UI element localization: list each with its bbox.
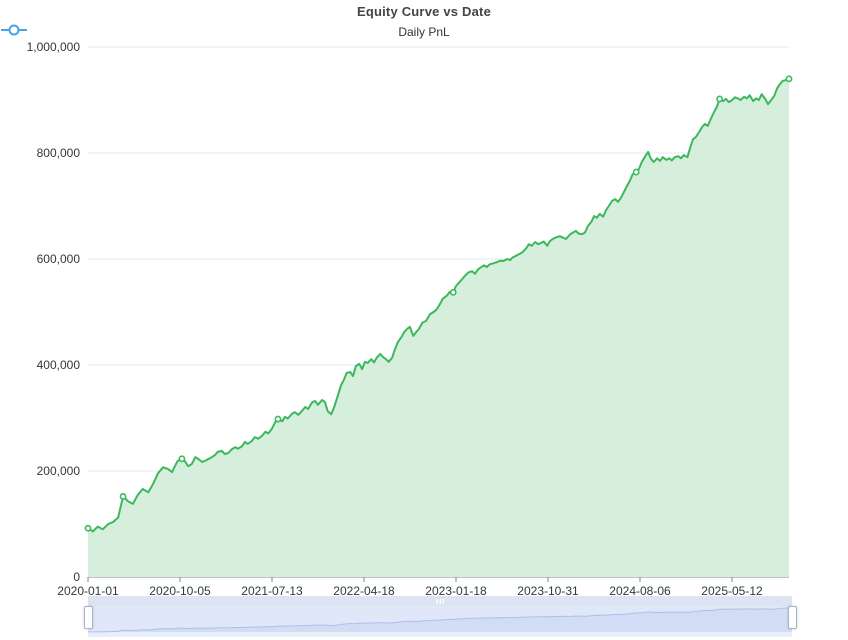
equity-area-fill [88, 78, 789, 578]
data-point-marker [785, 75, 793, 83]
data-point-marker [274, 415, 282, 423]
datazoom-data-shadow [88, 608, 792, 632]
data-point-marker [84, 524, 92, 532]
x-axis-label: 2024-08-06 [609, 584, 671, 598]
data-point-marker [716, 95, 724, 103]
datazoom-track [88, 632, 792, 637]
x-axis-label: 2020-10-05 [149, 584, 211, 598]
data-point-marker [449, 288, 457, 296]
x-axis-label: 2021-07-13 [241, 584, 303, 598]
datazoom-grip-icon [436, 599, 438, 604]
data-point-marker [178, 455, 186, 463]
y-axis-label: 1,000,000 [27, 40, 81, 54]
equity-line [87, 77, 790, 533]
x-axis-label: 2020-01-01 [57, 584, 119, 598]
datazoom-grip-icon [439, 599, 441, 604]
y-axis-label: 800,000 [37, 146, 81, 160]
y-axis-label: 400,000 [37, 358, 81, 372]
y-axis-label: 200,000 [37, 464, 81, 478]
datazoom-right-handle[interactable] [787, 606, 797, 629]
legend-item-daily-pnl[interactable]: Daily PnL [0, 23, 848, 41]
x-axis-label: 2023-10-31 [517, 584, 579, 598]
y-axis-label: 600,000 [37, 252, 81, 266]
datazoom-shadow-line [87, 607, 793, 633]
legend-label: Daily PnL [398, 25, 450, 39]
x-axis-label: 2025-05-12 [701, 584, 763, 598]
x-axis-label: 2023-01-18 [425, 584, 487, 598]
data-point-marker [119, 493, 127, 500]
datazoom-left-handle[interactable] [83, 606, 93, 629]
data-point-marker [632, 168, 640, 176]
y-axis-label: 0 [73, 570, 80, 584]
x-axis-label: 2022-04-18 [333, 584, 395, 598]
datazoom-grip-icon [442, 599, 444, 604]
chart-title: Equity Curve vs Date [356, 4, 492, 19]
legend-line-circle-icon [1, 24, 27, 36]
